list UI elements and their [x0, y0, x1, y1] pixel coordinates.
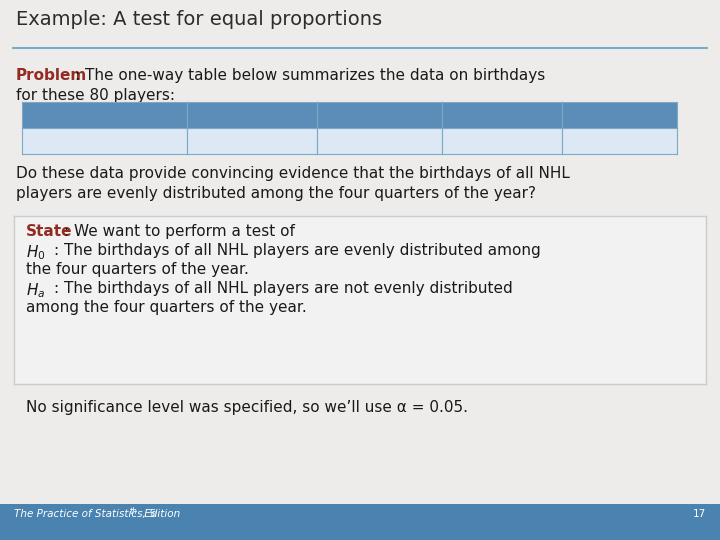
- Text: Oct – Dec: Oct – Dec: [587, 106, 652, 119]
- Text: State: State: [26, 224, 73, 239]
- Text: 16: 16: [492, 132, 512, 147]
- Text: Example: A test for equal proportions: Example: A test for equal proportions: [16, 10, 382, 29]
- Text: 12: 12: [609, 132, 629, 147]
- Text: among the four quarters of the year.: among the four quarters of the year.: [26, 300, 307, 315]
- Text: 20: 20: [369, 132, 389, 147]
- Text: : The birthdays of all NHL players are not evenly distributed: : The birthdays of all NHL players are n…: [54, 281, 513, 296]
- Text: Birthday: Birthday: [28, 106, 88, 119]
- Text: Apr – Jun: Apr – Jun: [348, 106, 410, 119]
- Text: Edition: Edition: [141, 509, 180, 519]
- Text: The Practice of Statistics, 5: The Practice of Statistics, 5: [14, 509, 156, 519]
- Text: the four quarters of the year.: the four quarters of the year.: [26, 262, 249, 277]
- Text: 32: 32: [243, 132, 261, 147]
- Text: : We want to perform a test of: : We want to perform a test of: [64, 224, 295, 239]
- Text: : The birthdays of all NHL players are evenly distributed among: : The birthdays of all NHL players are e…: [54, 243, 541, 258]
- Text: No significance level was specified, so we’ll use α = 0.05.: No significance level was specified, so …: [26, 400, 468, 415]
- Text: Do these data provide convincing evidence that the birthdays of all NHL: Do these data provide convincing evidenc…: [16, 166, 570, 181]
- Text: for these 80 players:: for these 80 players:: [16, 88, 175, 103]
- Text: Jan – Mar: Jan – Mar: [220, 106, 284, 119]
- Text: th: th: [130, 507, 138, 516]
- Text: $H_a$: $H_a$: [26, 281, 45, 300]
- Text: Number of Players: Number of Players: [28, 132, 158, 145]
- Text: Jul – Sep: Jul – Sep: [472, 106, 531, 119]
- Text: $H_0$: $H_0$: [26, 243, 45, 262]
- Text: players are evenly distributed among the four quarters of the year?: players are evenly distributed among the…: [16, 186, 536, 201]
- Text: : The one-way table below summarizes the data on birthdays: : The one-way table below summarizes the…: [75, 68, 545, 83]
- Text: 17: 17: [693, 509, 706, 519]
- Text: Problem: Problem: [16, 68, 87, 83]
